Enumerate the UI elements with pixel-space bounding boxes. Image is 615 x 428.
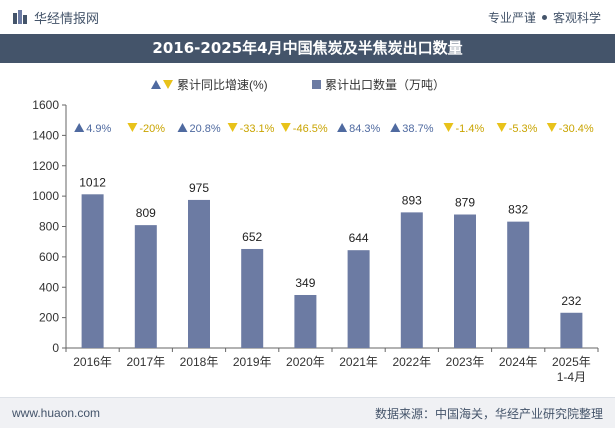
growth-up-icon: [390, 123, 401, 132]
tag-separator-dot: [541, 15, 547, 20]
growth-down-icon: [227, 123, 238, 132]
growth-down-icon: [280, 123, 291, 132]
bar: [241, 248, 264, 348]
bar: [134, 225, 157, 348]
bar-value-label: 232: [561, 294, 581, 308]
bar: [347, 250, 370, 348]
growth-label: -20%: [139, 123, 165, 135]
x-tick-label: 1-4月: [557, 370, 586, 384]
growth-label: -5.3%: [509, 123, 538, 135]
growth-label: 38.7%: [402, 123, 433, 135]
footer-url: www.huaon.com: [12, 406, 101, 420]
footer-source: 数据来源：中国海关，华经产业研究院整理: [374, 407, 603, 421]
x-tick-label: 2016年: [73, 355, 112, 369]
bar: [400, 212, 423, 348]
growth-label: -33.1%: [240, 123, 275, 135]
x-tick-label: 2023年: [446, 355, 485, 369]
bar-value-label: 1012: [79, 175, 106, 189]
bar: [81, 194, 104, 348]
legend-growth-label: 累计同比增速(%): [177, 78, 268, 92]
growth-up-icon: [337, 123, 348, 132]
y-tick-label: 200: [39, 311, 59, 325]
title-bar: 2016-2025年4月中国焦炭及半焦炭出口数量: [0, 34, 615, 63]
bar: [560, 312, 583, 348]
y-tick-label: 1600: [32, 98, 59, 112]
chart: 累计同比增速(%) 累计出口数量（万吨） 0 200 400 600 800 1000 12…: [32, 77, 599, 384]
growth-label: 20.8%: [190, 123, 221, 135]
bar-value-label: 893: [402, 193, 422, 207]
growth-up-icon: [74, 123, 85, 132]
x-tick-label: 2020年: [286, 355, 325, 369]
growth-label: 4.9%: [86, 123, 111, 135]
bar-value-label: 652: [242, 230, 262, 244]
bar-value-label: 975: [189, 181, 209, 195]
x-tick-label: 2022年: [392, 355, 431, 369]
legend: 累计同比增速(%) 累计出口数量（万吨）: [151, 77, 445, 92]
bar: [454, 214, 476, 348]
x-tick-label: 2019年: [233, 355, 272, 369]
y-tick-label: 800: [39, 220, 59, 234]
growth-down-icon: [546, 123, 557, 132]
x-axis: 2016年 2017年 2018年 2019年 2020年 2021年 2022年 2023年…: [65, 347, 599, 384]
legend-bar-swatch: [312, 80, 321, 89]
bar-value-label: 644: [349, 231, 369, 245]
x-tick-label: 2024年: [499, 355, 538, 369]
y-tick-label: 1000: [32, 189, 59, 203]
brand-name: 华经情报网: [34, 12, 100, 27]
bar-value-label: 809: [136, 206, 156, 220]
legend-bar-label: 累计出口数量（万吨）: [325, 77, 445, 92]
growth-down-icon: [443, 123, 454, 132]
y-tick-label: 600: [39, 250, 59, 264]
top-bar: 华经情报网 专业严谨 客观科学: [0, 0, 615, 34]
bar-value-label: 349: [295, 276, 315, 290]
legend-growth-down-icon: [163, 80, 173, 89]
y-tick-label: 1200: [32, 159, 59, 173]
bar-value-label: 832: [508, 203, 528, 217]
brand-logo-icon: [13, 10, 27, 24]
legend-growth-up-icon: [151, 80, 161, 89]
tag-objective: 客观科学: [552, 11, 601, 25]
y-axis: 0 200 400 600 800 1000 1200 1400 1600: [32, 98, 67, 355]
growth-up-icon: [177, 123, 188, 132]
x-tick-label: 2025年: [552, 355, 591, 369]
tag-professional: 专业严谨: [487, 11, 536, 25]
bar: [294, 294, 317, 348]
y-tick-label: 0: [52, 341, 59, 355]
growth-down-icon: [496, 123, 507, 132]
y-tick-label: 400: [39, 280, 59, 294]
bar: [188, 199, 210, 348]
x-tick-label: 2018年: [180, 355, 219, 369]
x-tick-label: 2021年: [339, 355, 378, 369]
growth-row: 4.9% -20% 20.8% -33.1% -46.5% 84.3% 38.7% -1.4%…: [74, 123, 594, 135]
growth-label: -1.4%: [456, 123, 485, 135]
chart-title: 2016-2025年4月中国焦炭及半焦炭出口数量: [152, 39, 463, 57]
brand-tags: 专业严谨 客观科学: [488, 9, 601, 26]
footer: www.huaon.com 数据来源：中国海关，华经产业研究院整理: [0, 397, 615, 428]
growth-label: -30.4%: [559, 123, 594, 135]
bar: [507, 221, 530, 348]
bars: 1012 809 975 652 349 644 893 879 832 232: [79, 175, 583, 348]
growth-down-icon: [127, 123, 138, 132]
y-tick-label: 1400: [32, 128, 59, 142]
growth-label: 84.3%: [349, 123, 380, 135]
bar-value-label: 879: [455, 196, 475, 210]
growth-label: -46.5%: [293, 123, 328, 135]
x-tick-label: 2017年: [126, 355, 165, 369]
